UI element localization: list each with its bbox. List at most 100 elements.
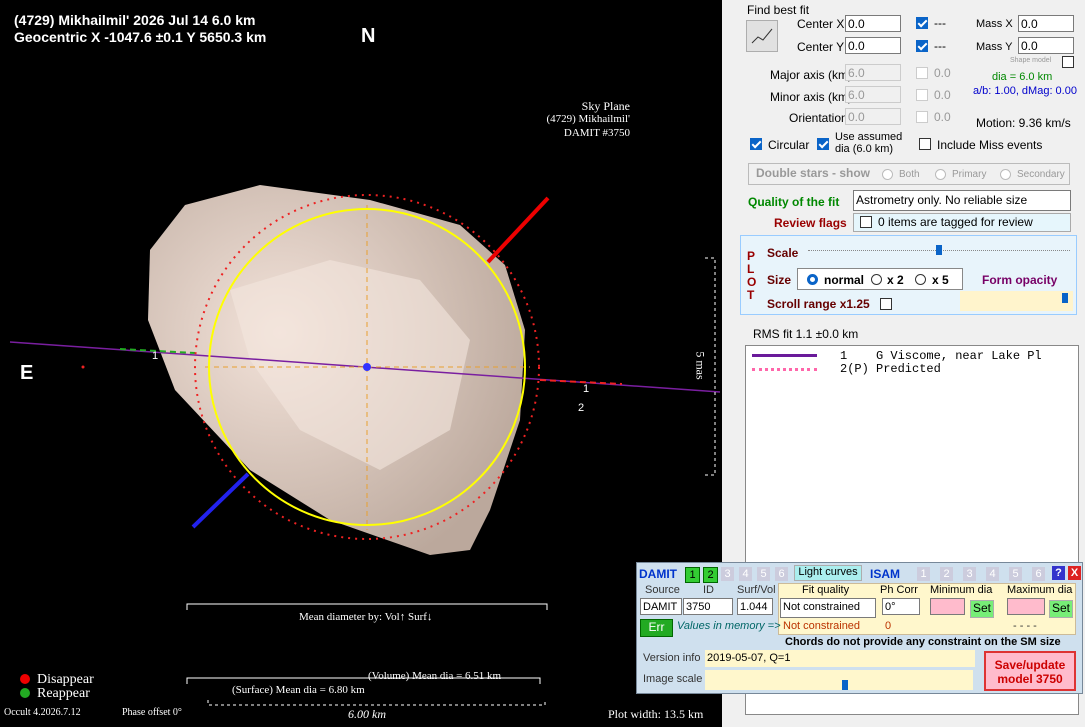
chord-label: 1 bbox=[152, 350, 159, 362]
field: 3750 bbox=[683, 598, 733, 615]
label: Quality of the fit bbox=[748, 195, 840, 209]
checkbox[interactable] bbox=[1062, 56, 1074, 68]
slider-thumb[interactable] bbox=[1062, 293, 1068, 303]
label: normal bbox=[824, 273, 865, 287]
volume-dia: (Volume) Mean dia = 6.51 km bbox=[368, 670, 502, 682]
input[interactable]: 0.0 bbox=[845, 15, 901, 32]
model-button[interactable]: 6 bbox=[1032, 567, 1045, 581]
checkbox[interactable] bbox=[916, 17, 928, 29]
label: ISAM bbox=[870, 567, 900, 581]
input[interactable]: 0.0 bbox=[845, 108, 901, 125]
label: P bbox=[747, 249, 756, 263]
checkbox[interactable] bbox=[916, 89, 928, 101]
disappear-dot bbox=[20, 674, 30, 684]
input[interactable]: 0.0 bbox=[1018, 37, 1074, 54]
close-button[interactable]: X bbox=[1068, 566, 1081, 580]
label: Include Miss events bbox=[937, 138, 1043, 152]
radio[interactable] bbox=[1000, 169, 1011, 180]
volume-bracket bbox=[186, 677, 541, 684]
checkbox[interactable] bbox=[916, 111, 928, 123]
input[interactable]: 0.0 bbox=[845, 37, 901, 54]
model-button[interactable]: 2 bbox=[940, 567, 953, 581]
label: 0 bbox=[885, 620, 892, 632]
plot-graphics bbox=[9, 185, 721, 706]
label: Find best fit bbox=[747, 3, 810, 17]
label: RMS fit 1.1 ±0.0 km bbox=[753, 327, 859, 341]
image-scale-slider[interactable] bbox=[705, 670, 973, 690]
label: Surf/Vol bbox=[737, 584, 776, 596]
radio[interactable] bbox=[915, 274, 926, 285]
reappear-chord bbox=[119, 348, 196, 354]
surface-bracket bbox=[207, 700, 546, 706]
scale-km: 6.00 km bbox=[348, 707, 386, 721]
model-button[interactable]: 5 bbox=[1009, 567, 1022, 581]
help-button[interactable]: ? bbox=[1052, 566, 1065, 580]
model-button[interactable]: 2 bbox=[703, 567, 718, 583]
label: 0.0 bbox=[934, 66, 951, 80]
checkbox[interactable] bbox=[916, 40, 928, 52]
input[interactable] bbox=[1007, 598, 1045, 615]
fit-button[interactable] bbox=[746, 20, 778, 52]
east-label: E bbox=[20, 362, 34, 384]
label: 0 items are tagged for review bbox=[878, 215, 1033, 229]
header: (4729) Mikhailmil' 2026 Jul 14 6.0 km bbox=[14, 12, 256, 28]
label: Orientation bbox=[789, 111, 848, 125]
label: - - - - bbox=[1013, 620, 1037, 632]
label: Center X bbox=[797, 17, 845, 31]
checkbox[interactable] bbox=[817, 138, 829, 150]
label: O bbox=[747, 275, 757, 289]
radio[interactable] bbox=[882, 169, 893, 180]
opacity-slider[interactable] bbox=[960, 291, 1073, 311]
label: Not constrained bbox=[783, 620, 861, 632]
radio[interactable] bbox=[871, 274, 882, 285]
checkbox[interactable] bbox=[750, 138, 762, 150]
center-point bbox=[363, 363, 371, 371]
model-button[interactable]: 1 bbox=[917, 567, 930, 581]
icon bbox=[751, 28, 773, 44]
checkbox[interactable] bbox=[880, 298, 892, 310]
set-button[interactable]: Set bbox=[1049, 600, 1073, 618]
save-button[interactable]: Save/update model 3750 bbox=[984, 651, 1076, 691]
radio[interactable] bbox=[935, 169, 946, 180]
model-button[interactable]: 6 bbox=[775, 567, 788, 581]
set-button[interactable]: Set bbox=[970, 600, 994, 618]
err-button[interactable]: Err bbox=[640, 619, 673, 637]
label: --- bbox=[934, 39, 946, 53]
group-box bbox=[748, 163, 1070, 185]
field: 1.044 bbox=[737, 598, 773, 615]
dropdown[interactable]: Astrometry only. No reliable size bbox=[853, 190, 1071, 211]
label: Major axis (km) bbox=[770, 68, 853, 82]
input[interactable]: 6.0 bbox=[845, 86, 901, 103]
surface-dia: (Surface) Mean dia = 6.80 km bbox=[232, 684, 365, 696]
model-button[interactable]: 3 bbox=[963, 567, 976, 581]
checkbox[interactable] bbox=[916, 67, 928, 79]
shape-facet bbox=[230, 260, 470, 470]
input[interactable] bbox=[930, 598, 965, 615]
legend-text: 1 G Viscome, near Lake Pl bbox=[840, 349, 1042, 363]
model-button[interactable]: 5 bbox=[757, 567, 770, 581]
model-button[interactable]: 1 bbox=[685, 567, 700, 583]
input[interactable]: 0° bbox=[882, 598, 920, 615]
dropdown[interactable]: Not constrained bbox=[780, 598, 876, 618]
radio[interactable] bbox=[807, 274, 818, 285]
checkbox[interactable] bbox=[860, 216, 872, 228]
model-button[interactable]: 4 bbox=[986, 567, 999, 581]
review-box bbox=[853, 213, 1071, 232]
checkbox[interactable] bbox=[919, 138, 931, 150]
label: Both bbox=[899, 169, 920, 180]
slider-thumb[interactable] bbox=[842, 680, 848, 690]
label: Double stars - show bbox=[756, 166, 871, 180]
plot-width: Plot width: 13.5 km bbox=[608, 707, 704, 721]
input[interactable]: 6.0 bbox=[845, 64, 901, 81]
label: Source bbox=[645, 584, 680, 596]
label: Shape model bbox=[1010, 57, 1052, 64]
model-button[interactable]: 3 bbox=[721, 567, 734, 581]
model-button[interactable]: 4 bbox=[739, 567, 752, 581]
light-curves-button[interactable]: Light curves bbox=[794, 565, 862, 581]
input[interactable]: 0.0 bbox=[1018, 15, 1074, 32]
slider-thumb[interactable] bbox=[936, 245, 942, 255]
label: 0.0 bbox=[934, 110, 951, 124]
header: Geocentric X -1047.6 ±0.1 Y 5650.3 km bbox=[14, 29, 267, 45]
legend-line bbox=[752, 354, 817, 357]
